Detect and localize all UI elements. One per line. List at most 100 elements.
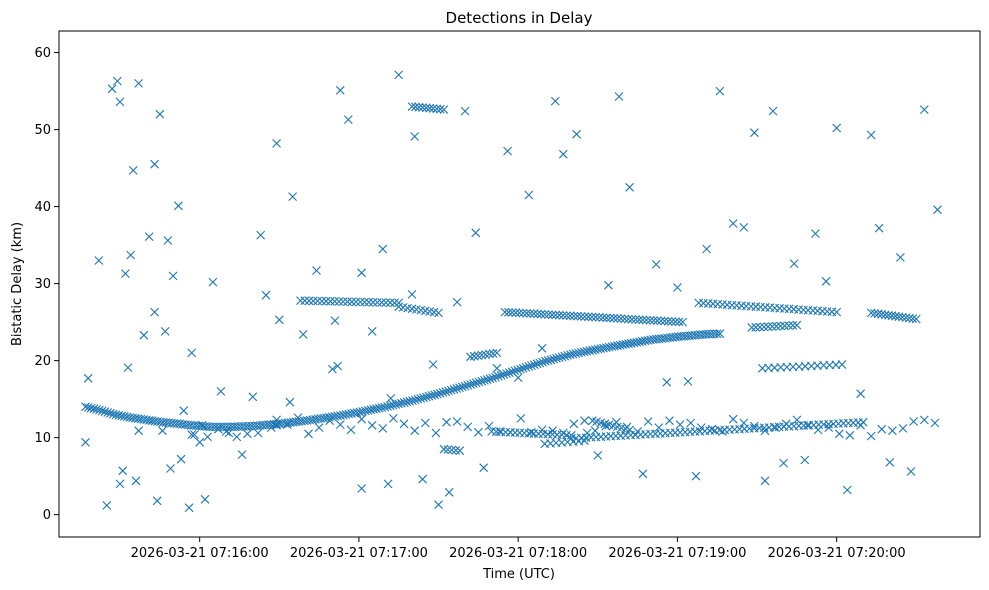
data-point bbox=[678, 317, 688, 327]
data-point bbox=[190, 430, 199, 439]
data-point bbox=[511, 308, 521, 318]
data-point bbox=[505, 368, 514, 378]
data-point bbox=[326, 296, 335, 306]
data-point bbox=[654, 423, 664, 432]
data-point bbox=[351, 297, 361, 307]
data-point bbox=[434, 308, 443, 318]
data-point bbox=[243, 429, 252, 439]
data-point bbox=[911, 314, 921, 324]
data-point bbox=[696, 423, 706, 432]
data-point bbox=[434, 500, 443, 510]
data-point bbox=[485, 374, 495, 384]
plot-area bbox=[58, 30, 981, 538]
data-point bbox=[505, 427, 515, 437]
data-point bbox=[834, 429, 844, 439]
data-point bbox=[134, 426, 143, 436]
data-point bbox=[776, 321, 785, 331]
data-point bbox=[767, 322, 777, 331]
data-point bbox=[537, 343, 547, 353]
data-point bbox=[117, 411, 126, 421]
data-point bbox=[582, 346, 592, 356]
data-point bbox=[221, 427, 231, 436]
data-point bbox=[335, 85, 345, 95]
data-point bbox=[327, 412, 337, 422]
data-point bbox=[248, 392, 258, 402]
data-point bbox=[313, 296, 322, 306]
data-point bbox=[866, 130, 876, 140]
data-point bbox=[768, 106, 778, 116]
data-point bbox=[522, 308, 532, 318]
data-point bbox=[463, 422, 473, 432]
data-point bbox=[554, 310, 564, 320]
data-point bbox=[410, 132, 420, 141]
x-tick-label: 2026-03-21 07:20:00 bbox=[768, 546, 906, 561]
data-point bbox=[474, 427, 483, 437]
data-point bbox=[633, 427, 642, 436]
data-point bbox=[272, 139, 281, 148]
data-point bbox=[832, 123, 842, 133]
data-point bbox=[435, 388, 445, 398]
data-point bbox=[266, 423, 276, 432]
data-point bbox=[174, 201, 183, 211]
data-point bbox=[446, 385, 456, 395]
data-point bbox=[888, 426, 897, 436]
data-point bbox=[712, 329, 722, 339]
data-point bbox=[896, 253, 905, 262]
data-point bbox=[432, 389, 442, 399]
data-point bbox=[558, 311, 568, 320]
data-point bbox=[484, 421, 494, 431]
data-point bbox=[675, 420, 685, 429]
data-point bbox=[438, 388, 448, 397]
data-point bbox=[402, 397, 412, 407]
data-point bbox=[385, 401, 395, 411]
data-point bbox=[622, 422, 632, 432]
data-point bbox=[789, 259, 799, 268]
data-point bbox=[612, 417, 621, 427]
data-point bbox=[933, 205, 942, 215]
data-point bbox=[665, 416, 674, 426]
data-point bbox=[253, 428, 263, 438]
data-point bbox=[538, 357, 547, 367]
data-point bbox=[482, 375, 492, 384]
data-point bbox=[565, 350, 575, 360]
data-point bbox=[792, 320, 802, 330]
data-point bbox=[518, 308, 528, 318]
data-point bbox=[95, 405, 104, 415]
chart-title: Detections in Delay bbox=[446, 9, 593, 27]
y-axis-label: Bistatic Delay (km) bbox=[10, 222, 25, 346]
data-point bbox=[642, 315, 651, 325]
data-point bbox=[232, 432, 242, 442]
data-point bbox=[111, 410, 121, 420]
data-point bbox=[652, 316, 662, 326]
data-point bbox=[364, 297, 374, 307]
data-point bbox=[358, 407, 367, 416]
data-point bbox=[580, 416, 589, 426]
data-point bbox=[772, 321, 781, 331]
data-point bbox=[407, 102, 417, 111]
data-point bbox=[457, 382, 467, 392]
y-tick-label: 40 bbox=[34, 200, 51, 215]
data-point bbox=[407, 290, 417, 299]
data-markers bbox=[81, 70, 942, 513]
data-point bbox=[405, 396, 414, 406]
data-point bbox=[179, 406, 189, 416]
data-point bbox=[548, 426, 558, 436]
data-point bbox=[335, 420, 345, 429]
data-point bbox=[549, 354, 559, 364]
data-point bbox=[593, 451, 603, 460]
data-point bbox=[439, 444, 449, 454]
data-point bbox=[473, 351, 483, 361]
data-point bbox=[557, 352, 567, 362]
data-point bbox=[623, 314, 633, 324]
data-point bbox=[541, 356, 550, 366]
data-point bbox=[366, 405, 376, 415]
data-point bbox=[813, 425, 823, 435]
data-point bbox=[638, 315, 648, 325]
data-point bbox=[572, 129, 581, 139]
data-point bbox=[569, 419, 579, 429]
data-point bbox=[560, 351, 570, 361]
data-point bbox=[441, 387, 451, 397]
data-point bbox=[543, 356, 553, 365]
data-point bbox=[784, 321, 794, 330]
